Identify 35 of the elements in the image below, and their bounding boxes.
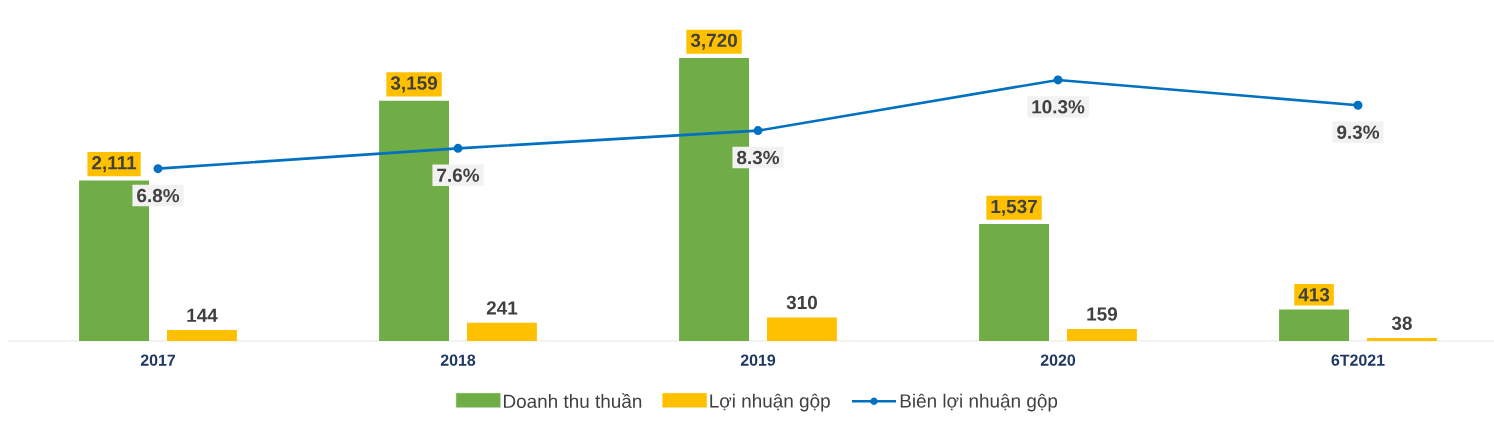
- data-label: 8.3%: [737, 150, 780, 165]
- x-tick-label: 2017: [140, 354, 176, 366]
- data-label: 7.6%: [437, 168, 480, 182]
- point: [453, 143, 463, 153]
- data-label: 2,111: [92, 156, 137, 173]
- data-label: 9.3%: [1337, 125, 1380, 139]
- bar: [1366, 338, 1437, 341]
- data-label: 10.3%: [1032, 100, 1085, 114]
- data-label: 144: [187, 308, 218, 322]
- point: [153, 164, 163, 174]
- data-label: 38: [1391, 316, 1412, 330]
- bar: [979, 224, 1049, 341]
- x-tick-label: 2019: [740, 354, 776, 366]
- bar: [1066, 328, 1137, 341]
- x-tick-label: 6T2021: [1331, 354, 1385, 366]
- bar: [167, 330, 237, 341]
- data-label: 159: [1087, 307, 1118, 321]
- data-label: 241: [486, 301, 518, 315]
- x-tick-label: 2018: [440, 354, 476, 366]
- data-label: 6.8%: [137, 188, 180, 203]
- bar: [467, 322, 537, 341]
- data-label: 310: [786, 295, 817, 310]
- point: [753, 126, 763, 136]
- data-label: 1,537: [991, 199, 1037, 216]
- point: [1053, 75, 1063, 85]
- x-tick-label: 2020: [1040, 354, 1076, 366]
- point: [1353, 100, 1363, 110]
- legend-label: Lợi nhuận gộp: [710, 393, 830, 412]
- data-label: 3,720: [690, 33, 737, 50]
- bar: [767, 317, 837, 341]
- bar: [1279, 309, 1349, 341]
- data-label: 413: [1298, 287, 1330, 302]
- legend-label: Biên lợi nhuận gộp: [900, 393, 1058, 412]
- legend-label: Doanh thu thuần: [503, 393, 642, 409]
- data-label: 3,159: [390, 76, 438, 93]
